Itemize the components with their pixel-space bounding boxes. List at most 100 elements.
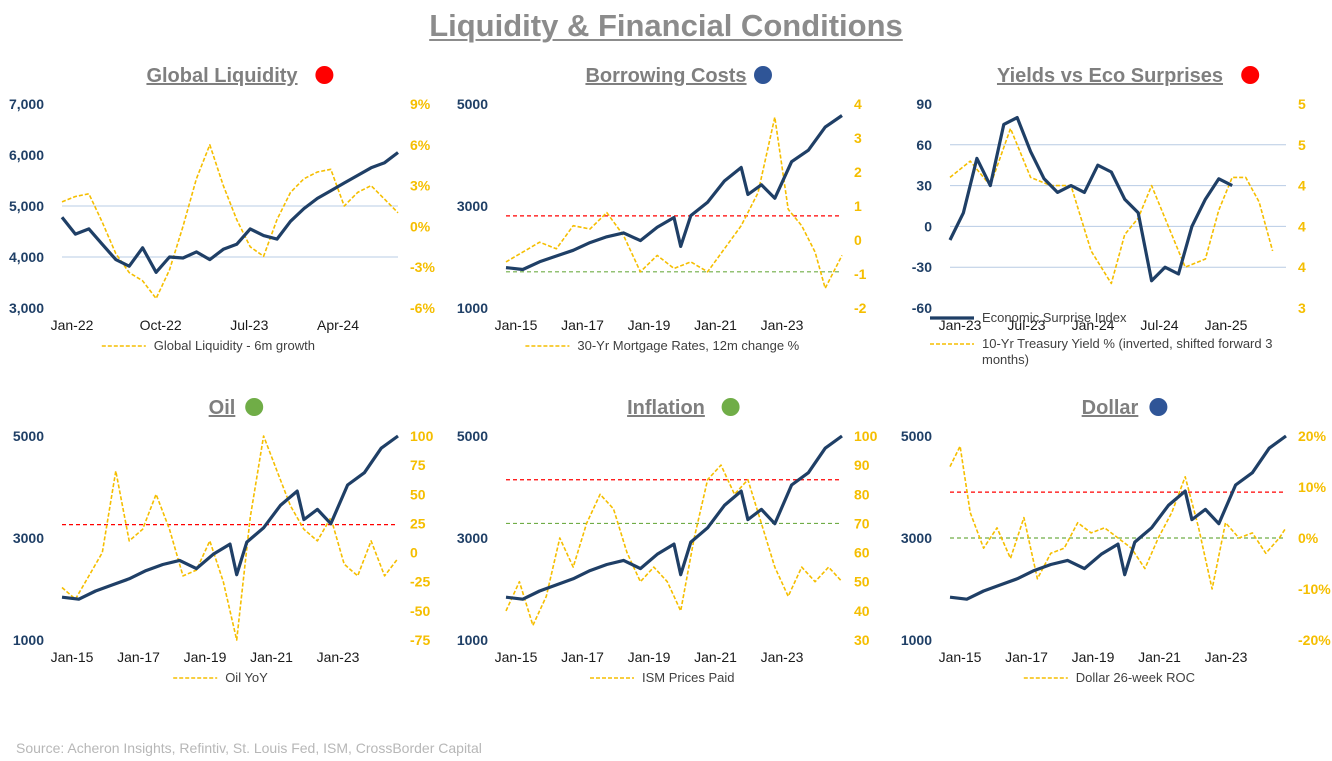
signal-dot	[754, 66, 772, 84]
legend-label: Economic Surprise Index	[982, 310, 1127, 325]
legend-label: 10-Yr Treasury Yield % (inverted, shifte…	[982, 336, 1272, 367]
inflation-svg: Inflation 1000 3000 5000 30 40 50 60 70 80 90 100 Ja…	[457, 397, 878, 685]
y2-tick-label: -3%	[410, 259, 435, 275]
global-liquidity-chart: Global Liquidity 3,000 4,000 5,000 6,000 7,00…	[0, 58, 444, 408]
x-tick-label: Jan-21	[250, 649, 293, 665]
y-tick-label: 4,000	[9, 249, 44, 265]
borrowing-costs-chart: Borrowing Costs 1000 3000 5000 -2 -1 0 1 2 3 4 Jan-…	[444, 58, 888, 408]
y2-tick-label: 25	[410, 515, 426, 531]
y-tick-label: -60	[912, 300, 932, 316]
y2-tick-label: 3	[1298, 300, 1306, 316]
x-tick-label: Jan-19	[628, 649, 671, 665]
secondary-series-line	[505, 116, 843, 290]
x-tick-label: Jan-23	[317, 649, 360, 665]
x-tick-label: Jan-25	[1205, 317, 1248, 333]
y2-tick-label: 20%	[1298, 428, 1327, 444]
y-tick-label: 60	[916, 137, 932, 153]
y2-tick-label: 4	[1298, 178, 1306, 194]
x-tick-label: Jan-19	[1072, 649, 1115, 665]
signal-dot	[245, 398, 264, 416]
y2-tick-label: 4	[1298, 218, 1306, 234]
x-tick-label: Jan-15	[939, 649, 982, 665]
chart-title: Inflation	[627, 397, 705, 419]
secondary-series-line	[949, 445, 1287, 590]
y2-tick-label: 4	[854, 96, 862, 112]
primary-series-line	[505, 114, 843, 272]
x-tick-label: Jul-23	[230, 317, 268, 333]
primary-series-line	[505, 434, 843, 601]
y-tick-label: 5000	[901, 428, 932, 444]
y2-tick-label: 3	[854, 130, 862, 146]
signal-dot	[1149, 398, 1168, 416]
y2-tick-label: 2	[854, 164, 862, 180]
y2-tick-label: 0	[854, 232, 862, 248]
y2-tick-label: 5	[1298, 96, 1306, 112]
x-tick-label: Jan-15	[495, 317, 538, 333]
signal-dot	[315, 66, 334, 84]
y-tick-label: 5,000	[9, 198, 44, 214]
legend-label-line: months)	[982, 352, 1029, 367]
x-tick-label: Jul-24	[1140, 317, 1178, 333]
y-tick-label: 6,000	[9, 147, 44, 163]
y2-tick-label: 1	[854, 198, 862, 214]
x-tick-label: Apr-24	[317, 317, 359, 333]
secondary-series-line	[949, 127, 1274, 285]
secondary-series-line	[61, 435, 399, 641]
oil-chart: Oil 1000 3000 5000 -75 -50 -25 0 25 50 75 100 Jan-15…	[0, 390, 444, 740]
y2-tick-label: 50	[410, 486, 426, 502]
y2-tick-label: -2	[854, 300, 867, 316]
x-tick-label: Jan-19	[628, 317, 671, 333]
y2-tick-label: 5	[1298, 137, 1306, 153]
signal-dot	[1241, 66, 1260, 84]
primary-series-line	[948, 115, 1233, 283]
y2-tick-label: 10%	[1298, 479, 1327, 495]
y-tick-label: 3000	[457, 198, 488, 214]
y-tick-label: 3000	[457, 530, 488, 546]
legend-label: Oil YoY	[225, 670, 268, 685]
x-tick-label: Jan-21	[694, 317, 737, 333]
y-tick-label: 5000	[13, 428, 44, 444]
y2-tick-label: 4	[1298, 259, 1306, 275]
y2-tick-label: 0%	[1298, 530, 1319, 546]
y-tick-label: 90	[916, 96, 932, 112]
x-tick-label: Jan-21	[1138, 649, 1181, 665]
dollar-svg: Dollar 1000 3000 5000 -20% -10% 0% 10% 20% Jan-15…	[901, 397, 1331, 685]
y2-tick-label: -10%	[1298, 581, 1331, 597]
x-tick-label: Jan-19	[184, 649, 227, 665]
legend-label: ISM Prices Paid	[642, 670, 734, 685]
legend-label: Dollar 26-week ROC	[1076, 670, 1195, 685]
x-tick-label: Jan-24	[1072, 317, 1115, 333]
chart-title: Global Liquidity	[146, 65, 298, 87]
legend-label: 30-Yr Mortgage Rates, 12m change %	[577, 338, 799, 353]
y-tick-label: -30	[912, 259, 932, 275]
chart-title: Dollar	[1082, 397, 1139, 419]
y2-tick-label: -6%	[410, 300, 435, 316]
y2-tick-label: -1	[854, 266, 867, 282]
page-title: Liquidity & Financial Conditions	[429, 8, 903, 43]
yields-vs-eco-surprises-svg: Yields vs Eco Surprises -60 -30 0 30 60 90 3 4 4 4…	[912, 65, 1306, 367]
primary-series-line	[60, 151, 399, 274]
y2-tick-label: 30	[854, 632, 870, 648]
y2-tick-label: -50	[410, 603, 430, 619]
source-note: Source: Acheron Insights, Refintiv, St. …	[16, 740, 482, 756]
dollar-chart: Dollar 1000 3000 5000 -20% -10% 0% 10% 20% Jan-15…	[888, 390, 1332, 740]
y2-tick-label: 9%	[410, 96, 431, 112]
y-tick-label: 3000	[13, 530, 44, 546]
chart-title: Oil	[209, 397, 236, 419]
y2-tick-label: 6%	[410, 137, 431, 153]
y2-tick-label: 50	[854, 574, 870, 590]
y2-tick-label: 80	[854, 486, 870, 502]
y2-tick-label: -20%	[1298, 632, 1331, 648]
y2-tick-label: 75	[410, 457, 426, 473]
x-tick-label: Jul-23	[1007, 317, 1045, 333]
chart-title: Borrowing Costs	[585, 65, 746, 87]
x-tick-label: Jan-22	[51, 317, 94, 333]
x-tick-label: Jan-21	[694, 649, 737, 665]
y2-tick-label: 0%	[410, 218, 431, 234]
y-tick-label: 7,000	[9, 96, 44, 112]
x-tick-label: Jan-17	[1005, 649, 1048, 665]
primary-series-line	[61, 434, 399, 601]
y2-tick-label: 40	[854, 603, 870, 619]
y-tick-label: 1000	[13, 632, 44, 648]
x-tick-label: Jan-15	[495, 649, 538, 665]
